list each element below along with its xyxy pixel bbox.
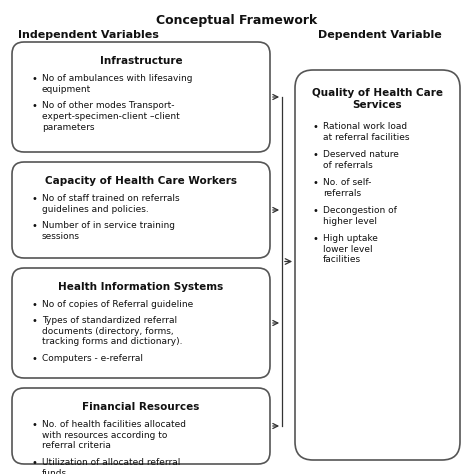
Text: •: • [312,150,318,160]
Text: Types of standardized referral
documents (directory, forms,
tracking forms and d: Types of standardized referral documents… [42,316,182,346]
Text: Rational work load
at referral facilities: Rational work load at referral facilitie… [323,122,410,142]
FancyBboxPatch shape [295,70,460,460]
Text: Number of in service training
sessions: Number of in service training sessions [42,221,175,241]
Text: •: • [31,420,37,430]
Text: Decongestion of
higher level: Decongestion of higher level [323,206,397,226]
FancyBboxPatch shape [12,42,270,152]
Text: •: • [31,458,37,468]
Text: No. of health facilities allocated
with resources according to
referral criteria: No. of health facilities allocated with … [42,420,186,450]
Text: •: • [312,234,318,244]
FancyBboxPatch shape [12,388,270,464]
Text: No of other modes Transport-
expert-specimen-client –client
parameters: No of other modes Transport- expert-spec… [42,101,180,131]
Text: •: • [31,194,37,204]
Text: •: • [31,74,37,84]
Text: •: • [31,300,37,310]
Text: Dependent Variable: Dependent Variable [318,30,442,40]
Text: No of copies of Referral guideline: No of copies of Referral guideline [42,300,193,309]
FancyBboxPatch shape [12,162,270,258]
Text: •: • [312,178,318,188]
Text: Independent Variables: Independent Variables [18,30,158,40]
Text: Quality of Health Care
Services: Quality of Health Care Services [312,88,443,110]
Text: •: • [31,101,37,111]
Text: •: • [31,221,37,231]
FancyBboxPatch shape [12,268,270,378]
Text: •: • [31,316,37,326]
Text: Utilization of allocated referral
funds.: Utilization of allocated referral funds. [42,458,181,474]
Text: Financial Resources: Financial Resources [82,402,200,412]
Text: •: • [312,122,318,132]
Text: No of staff trained on referrals
guidelines and policies.: No of staff trained on referrals guideli… [42,194,180,214]
Text: Infrastructure: Infrastructure [100,56,182,66]
Text: High uptake
lower level
facilities: High uptake lower level facilities [323,234,378,264]
Text: Deserved nature
of referrals: Deserved nature of referrals [323,150,399,170]
Text: Conceptual Framework: Conceptual Framework [156,14,318,27]
Text: Capacity of Health Care Workers: Capacity of Health Care Workers [45,176,237,186]
Text: •: • [312,206,318,216]
Text: •: • [31,354,37,364]
Text: Computers - e-referral: Computers - e-referral [42,354,143,363]
Text: Health Information Systems: Health Information Systems [58,282,224,292]
Text: No. of self-
referrals: No. of self- referrals [323,178,371,198]
Text: No of ambulances with lifesaving
equipment: No of ambulances with lifesaving equipme… [42,74,192,94]
